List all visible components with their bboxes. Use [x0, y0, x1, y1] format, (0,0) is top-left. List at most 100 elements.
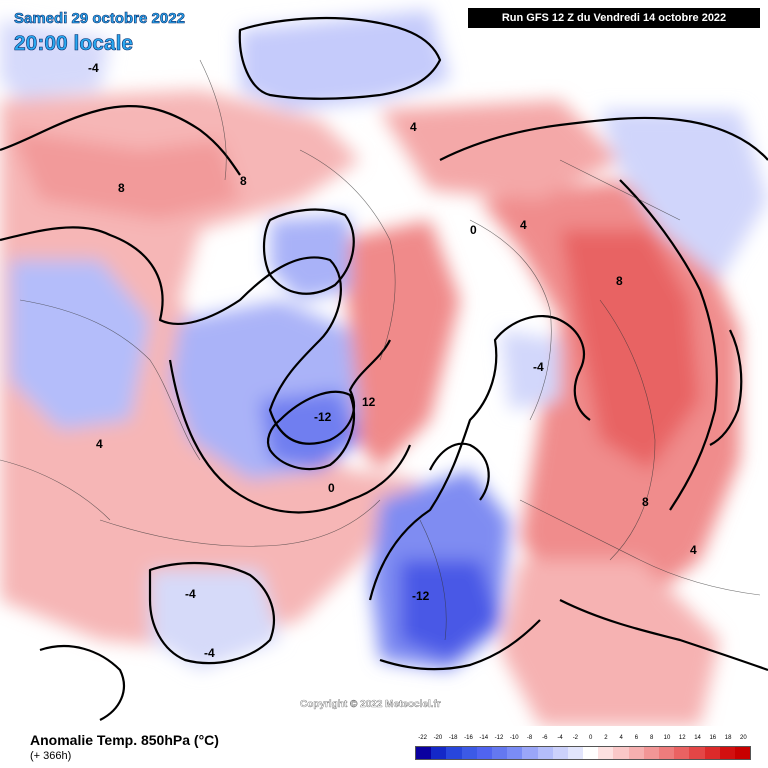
- legend-color-cell: [461, 747, 477, 759]
- legend-label: -6: [542, 735, 548, 741]
- anomaly-map: -12 -12 12 -4 -4 -4 -4 8 8 8 8 4 4 4 4 0…: [0, 10, 768, 726]
- warm-anomaly-southeast: [500, 560, 720, 726]
- east-asia-coast: [619, 179, 718, 511]
- legend-label: 4: [619, 735, 623, 741]
- legend-color-cell: [643, 747, 659, 759]
- legend-color-cell: [583, 747, 599, 759]
- scandinavia-coast: [429, 442, 490, 501]
- legend-color-cell: [416, 747, 432, 759]
- legend-color-cell: [507, 747, 523, 759]
- warm-anomaly-northwest: [10, 130, 240, 220]
- map-label: -4: [185, 587, 196, 601]
- contour-lines: [0, 59, 761, 641]
- legend-color-cell: [598, 747, 614, 759]
- legend-color-cell: [613, 747, 629, 759]
- cold-anomaly-hudson: [260, 390, 360, 470]
- alaska-coast: [0, 104, 241, 176]
- africa-coast: [148, 561, 275, 665]
- legend-label: -8: [526, 735, 533, 741]
- legend-color-cell: [734, 747, 751, 759]
- valid-time: 20:00 locale: [14, 32, 134, 56]
- cold-anomaly-northwest-corner: [0, 20, 110, 100]
- map-label: 12: [362, 395, 376, 409]
- map-label: 4: [410, 120, 417, 134]
- legend-color-cell: [659, 747, 675, 759]
- valid-date: Samedi 29 octobre 2022: [14, 10, 186, 28]
- coastlines: [0, 16, 768, 721]
- legend-label: 16: [709, 735, 717, 741]
- legend-color-cell: [689, 747, 705, 759]
- map-label: 8: [616, 274, 623, 288]
- map-label: 0: [470, 223, 477, 237]
- map-label: -4: [88, 61, 99, 75]
- cold-anomaly-pacific: [240, 10, 450, 110]
- south-asia-coast: [559, 599, 768, 672]
- canada-lower-coast: [168, 359, 412, 514]
- greenland-coast: [262, 208, 355, 295]
- cold-anomaly-eastern-sea: [500, 330, 560, 410]
- map-label: 8: [240, 174, 247, 188]
- map-label: -12: [412, 589, 430, 603]
- hudson-bay-coast: [266, 390, 355, 470]
- legend-color-cell: [491, 747, 508, 759]
- legend-color-cell: [537, 747, 553, 759]
- legend-color-cell: [704, 747, 720, 759]
- asia-northeast-coast: [439, 116, 768, 161]
- map-label: 4: [520, 218, 527, 232]
- legend-label: 2: [604, 735, 608, 741]
- legend-label: -22: [418, 735, 427, 741]
- mediterranean-coast: [379, 619, 541, 671]
- legend-color-cell: [476, 747, 492, 759]
- legend-label: -16: [464, 735, 473, 741]
- map-label: -4: [533, 360, 544, 374]
- map-label: 4: [690, 543, 697, 557]
- map-label: 8: [118, 181, 125, 195]
- legend-label: 18: [724, 735, 732, 741]
- legend-label: 20: [740, 735, 747, 741]
- legend-color-cell: [552, 747, 568, 759]
- north-america-coast: [0, 226, 391, 445]
- legend-label: 0: [588, 735, 593, 741]
- legend-color-cell: [628, 747, 644, 759]
- legend-color-cell: [522, 747, 538, 759]
- anomaly-field: [0, 10, 768, 726]
- legend-label: -14: [479, 735, 489, 741]
- legend-bar: [415, 746, 751, 760]
- cold-anomaly-europe-core: [400, 560, 500, 660]
- cold-anomaly-northamerica: [10, 260, 150, 430]
- map-label: 0: [328, 481, 335, 495]
- legend-label: -10: [509, 735, 519, 741]
- pacific-coast-north: [238, 16, 442, 100]
- legend-label: -18: [448, 735, 458, 741]
- copyright-text: Copyright © 2022 Meteociel.fr: [300, 699, 441, 710]
- cold-anomaly-asia-northeast: [600, 110, 768, 280]
- map-label: -12: [314, 410, 332, 424]
- legend-label: -20: [433, 735, 443, 741]
- legend-label: 14: [694, 735, 701, 741]
- legend-label: 8: [650, 735, 654, 741]
- legend-label: -4: [557, 735, 563, 741]
- cold-anomaly-africa: [150, 570, 280, 670]
- product-title: Anomalie Temp. 850hPa (°C): [30, 732, 219, 748]
- legend-color-cell: [431, 747, 447, 759]
- legend-color-cell: [446, 747, 462, 759]
- legend-label: -2: [572, 735, 579, 741]
- map-label: -4: [204, 646, 215, 660]
- japan-coast: [709, 329, 743, 446]
- run-banner: Run GFS 12 Z du Vendredi 14 octobre 2022: [468, 8, 760, 28]
- legend-label: 6: [634, 735, 639, 741]
- map-label: 8: [642, 495, 649, 509]
- legend-color-cell: [567, 747, 584, 759]
- legend-label: 10: [663, 735, 671, 741]
- legend-labels: -22 -20 -18 -16 -14 -12 -10 -8 -6 -4 -2 0 2 4 6 8 10 12 14…: [415, 735, 751, 744]
- footer: Anomalie Temp. 850hPa (°C) (+ 366h) -22-…: [0, 726, 768, 768]
- europe-coast: [368, 315, 591, 601]
- color-legend: -22 -20 -18 -16 -14 -12 -10 -8 -6 -4 -2 0 2 4 6 8 10 12 14…: [415, 735, 751, 760]
- arabia-coast: [39, 645, 125, 721]
- legend-color-cell: [674, 747, 690, 759]
- legend-label: 12: [678, 735, 686, 741]
- lead-time: (+ 366h): [30, 750, 72, 762]
- map-label: 4: [96, 437, 103, 451]
- map-value-labels: -12 -12 12 -4 -4 -4 -4 8 8 8 8 4 4 4 4 0…: [88, 61, 697, 660]
- warm-anomaly-polar: [340, 220, 460, 470]
